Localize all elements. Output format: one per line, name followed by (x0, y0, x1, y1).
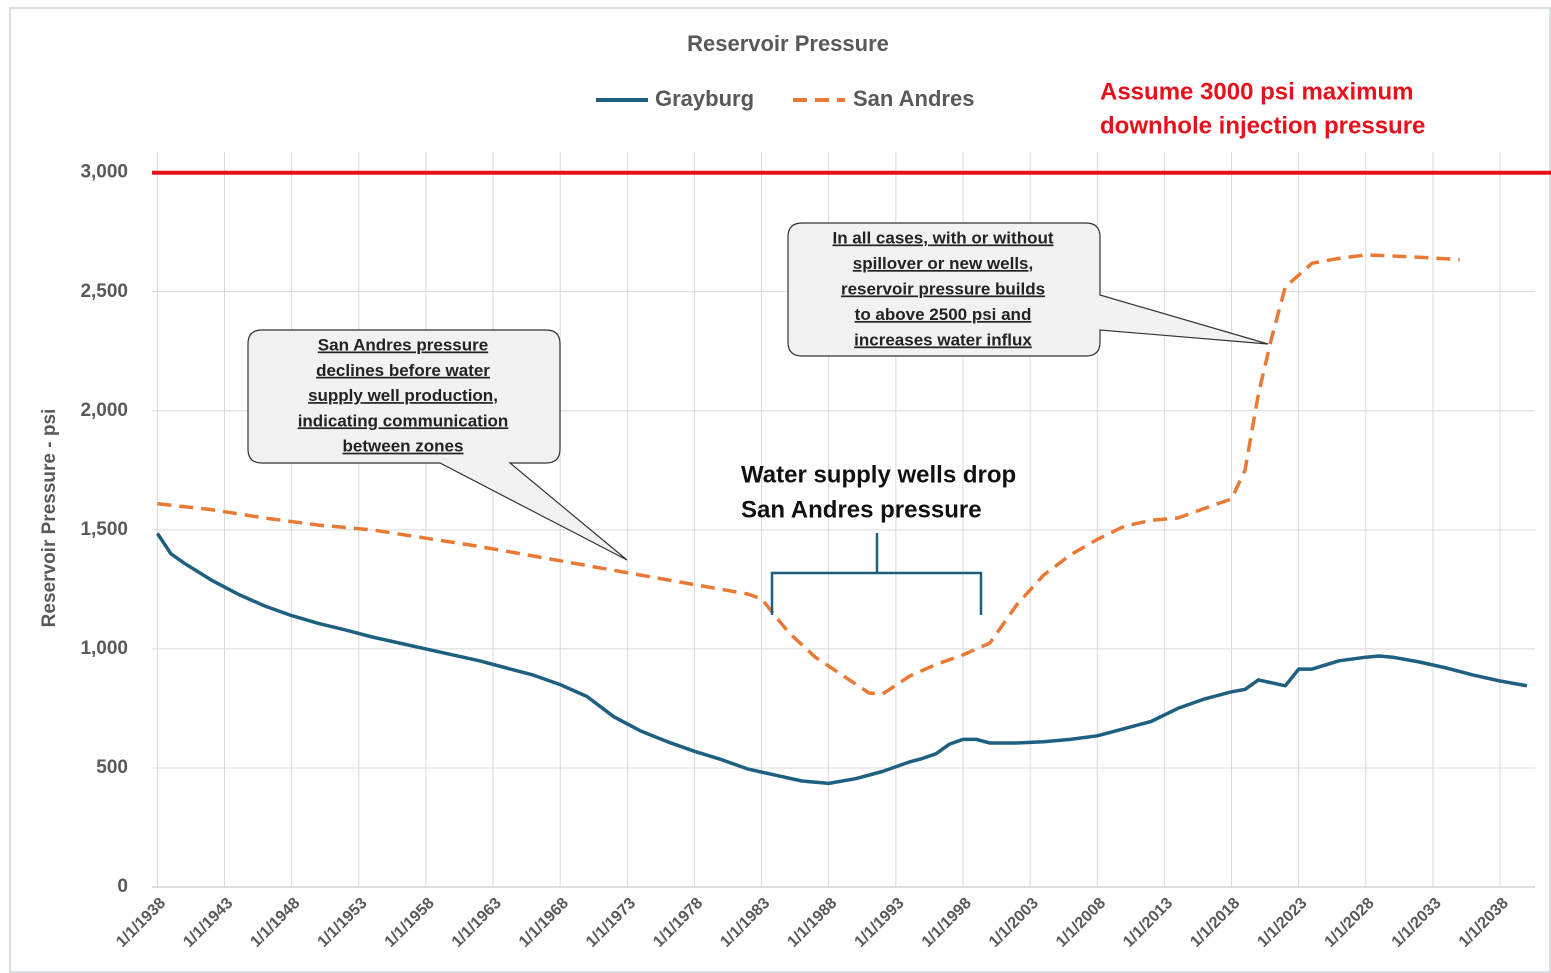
annotation-text: between zones (343, 437, 464, 456)
y-tick-label: 1,500 (80, 519, 128, 540)
y-tick-label: 1,000 (80, 638, 128, 659)
x-tick-label: 1/1/1943 (180, 895, 236, 951)
bracket (770, 533, 983, 615)
annotation-text: supply well production, (308, 386, 498, 405)
annotation-text: indicating communication (298, 411, 509, 430)
x-tick-label: 1/1/1958 (382, 895, 438, 951)
x-tick-label: 1/1/2038 (1456, 895, 1512, 951)
x-tick-label: 1/1/2003 (986, 895, 1042, 951)
callout-box (247, 329, 628, 561)
y-tick-label: 0 (117, 876, 128, 897)
annotation-text: reservoir pressure builds (841, 279, 1045, 298)
y-axis-label: Reservoir Pressure - psi (39, 409, 60, 628)
x-tick-label: 1/1/2023 (1254, 895, 1310, 951)
annotations: Assume 3000 psi maximum downhole injectio… (298, 78, 1426, 523)
x-tick-label: 1/1/1953 (315, 895, 371, 951)
y-tick-label: 3,000 (80, 162, 128, 183)
x-tick-label: 1/1/1948 (247, 895, 303, 951)
annotation-text: spillover or new wells, (853, 254, 1033, 273)
x-tick-label: 1/1/1973 (583, 895, 639, 951)
series-line (157, 253, 1460, 696)
x-tick-label: 1/1/2013 (1120, 895, 1176, 951)
x-tick-label: 1/1/2018 (1187, 895, 1243, 951)
x-tick-label: 1/1/2028 (1322, 895, 1378, 951)
annotation-text: to above 2500 psi and (855, 305, 1032, 324)
annotation-text: Water supply wells drop (741, 461, 1016, 488)
y-tick-label: 2,000 (80, 400, 128, 421)
series-line (155, 532, 1528, 786)
annotation-text: declines before water (316, 361, 490, 380)
x-tick-label: 1/1/2033 (1389, 895, 1445, 951)
annotation-text: San Andres pressure (318, 335, 488, 354)
annotation-text: increases water influx (854, 330, 1032, 349)
reference-label: Assume 3000 psi maximum (1100, 78, 1414, 105)
annotation-text: San Andres pressure (741, 496, 982, 523)
x-tick-label: 1/1/1968 (516, 895, 572, 951)
x-tick-label: 1/1/1998 (919, 895, 975, 951)
reference-label: downhole injection pressure (1100, 112, 1425, 139)
chart-title: Reservoir Pressure (687, 31, 889, 56)
x-tick-label: 1/1/1978 (650, 895, 706, 951)
y-tick-label: 500 (96, 757, 128, 778)
frame (9, 7, 1551, 973)
callout-box (787, 222, 1269, 357)
x-tick-label: 1/1/1963 (449, 895, 505, 951)
plot (155, 253, 1528, 786)
legend-label: San Andres (853, 86, 974, 111)
y-tick-label: 2,500 (80, 281, 128, 302)
x-tick-label: 1/1/2008 (1053, 895, 1109, 951)
x-tick-label: 1/1/1938 (113, 895, 169, 951)
annotation-text: In all cases, with or without (832, 228, 1053, 247)
x-tick-label: 1/1/1993 (852, 895, 908, 951)
x-tick-label: 1/1/1988 (784, 895, 840, 951)
legend-label: Grayburg (655, 86, 754, 111)
x-tick-label: 1/1/1983 (717, 895, 773, 951)
